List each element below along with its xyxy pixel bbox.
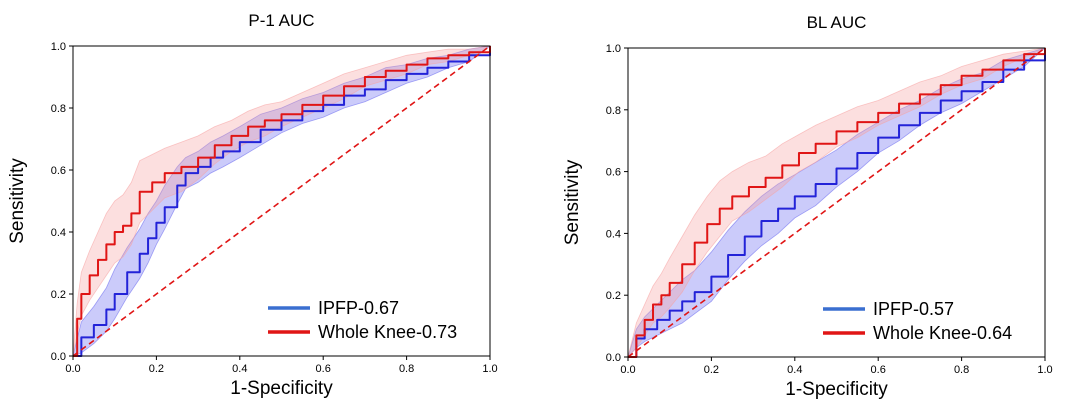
- legend-label-whole-knee-0-64: Whole Knee-0.64: [873, 323, 1012, 343]
- y-tick-label: 1.0: [51, 41, 66, 53]
- roc-line-whole-knee-0-64: [628, 48, 1046, 358]
- x-tick-label: 0.8: [399, 363, 414, 375]
- x-tick-label: 0.2: [149, 363, 164, 375]
- chance-diagonal-line: [72, 45, 491, 357]
- y-tick-label: 0.8: [51, 103, 66, 115]
- y-tick-label: 0.2: [51, 289, 66, 301]
- chance-diagonal-line: [627, 47, 1046, 358]
- roc-line-ipfp-0-57: [628, 48, 1046, 358]
- y-tick-label: 0.0: [606, 352, 621, 364]
- x-tick-label: 0.0: [65, 363, 80, 375]
- y-axis-label: Sensitivity: [562, 159, 583, 245]
- legend-label-whole-knee-0-73: Whole Knee-0.73: [318, 322, 457, 342]
- x-tick-label: 0.4: [787, 364, 802, 376]
- y-tick-label: 0.6: [606, 167, 621, 179]
- x-tick-label: 1.0: [482, 363, 497, 375]
- chart-title: P-1 AUC: [248, 11, 314, 30]
- chart-title: BL AUC: [807, 13, 867, 32]
- x-tick-label: 0.6: [316, 363, 331, 375]
- x-axis-label: 1-Specificity: [230, 378, 333, 399]
- y-tick-label: 0.4: [51, 227, 66, 239]
- plot-frame: [72, 45, 491, 357]
- x-tick-label: 0.0: [620, 364, 635, 376]
- x-axis-label: 1-Specificity: [785, 379, 888, 400]
- chart-panel-1: 0.0 0.2 0.4 0.6 0.8 1.0 0.0 0.2 0.4 0.6 0.8 1.0 P-1 …: [7, 11, 498, 399]
- y-tick-label: 0.2: [606, 290, 621, 302]
- roc-line-whole-knee-0-73: [73, 46, 491, 357]
- y-tick-label: 0.4: [606, 228, 621, 240]
- legend-label-ipfp-0-67: IPFP-0.67: [318, 298, 399, 318]
- x-tick-label: 0.6: [871, 364, 886, 376]
- x-tick-label: 0.4: [232, 363, 247, 375]
- y-tick-label: 0.6: [51, 165, 66, 177]
- chart-panel-2: 0.0 0.2 0.4 0.6 0.8 1.0 0.0 0.2 0.4 0.6 0.8 1.0 BL A…: [562, 13, 1053, 400]
- x-tick-label: 0.2: [704, 364, 719, 376]
- x-tick-label: 1.0: [1037, 364, 1052, 376]
- x-tick-label: 0.8: [954, 364, 969, 376]
- y-tick-label: 1.0: [606, 43, 621, 55]
- y-tick-label: 0.0: [51, 351, 66, 363]
- legend-label-ipfp-0-57: IPFP-0.57: [873, 299, 954, 319]
- roc-line-ipfp-0-67: [73, 46, 491, 357]
- plot-frame: [627, 47, 1046, 358]
- y-axis-label: Sensitivity: [7, 158, 28, 244]
- y-tick-label: 0.8: [606, 105, 621, 117]
